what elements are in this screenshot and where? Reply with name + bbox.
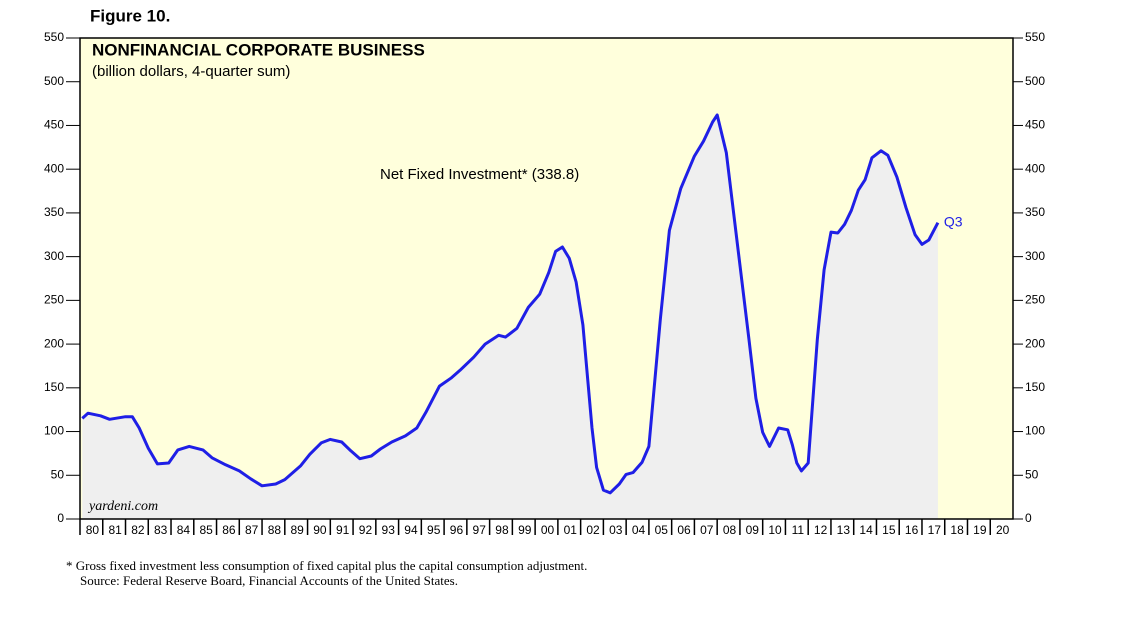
y2-tick-label: 450: [1025, 118, 1045, 132]
y-tick-label: 150: [44, 380, 64, 394]
y-tick-label: 550: [44, 30, 64, 44]
x-tick-label: 96: [450, 523, 464, 537]
x-tick-label: 99: [518, 523, 532, 537]
y-tick-label: 50: [51, 467, 65, 481]
x-tick-label: 88: [268, 523, 282, 537]
y2-tick-label: 0: [1025, 511, 1032, 525]
x-tick-label: 92: [359, 523, 373, 537]
y2-tick-label: 100: [1025, 424, 1045, 438]
y-tick-label: 0: [57, 511, 64, 525]
x-tick-label: 86: [222, 523, 236, 537]
x-tick-label: 02: [586, 523, 600, 537]
area: [82, 115, 938, 519]
x-tick-label: 00: [541, 523, 555, 537]
plot-area: [80, 38, 1013, 519]
end-label: Q3: [944, 213, 963, 229]
x-tick-label: 80: [86, 523, 100, 537]
y-tick-label: 400: [44, 161, 64, 175]
figure-label: Figure 10.: [90, 6, 170, 25]
y2-tick-label: 350: [1025, 205, 1045, 219]
x-tick-label: 84: [177, 523, 191, 537]
y2-tick-label: 250: [1025, 293, 1045, 307]
x-tick-label: 98: [495, 523, 509, 537]
y2-tick-label: 200: [1025, 336, 1045, 350]
x-tick-label: 19: [973, 523, 987, 537]
x-tick-label: 17: [928, 523, 942, 537]
x-tick-label: 11: [792, 523, 805, 537]
x-tick-label: 87: [245, 523, 259, 537]
x-tick-label: 14: [859, 523, 873, 537]
y-tick-label: 250: [44, 293, 64, 307]
x-tick-label: 13: [837, 523, 851, 537]
y-tick-label: 100: [44, 424, 64, 438]
chart-title: NONFINANCIAL CORPORATE BUSINESS: [92, 40, 425, 59]
y-tick-label: 450: [44, 118, 64, 132]
y2-tick-label: 150: [1025, 380, 1045, 394]
plot-frame: [79, 37, 1014, 520]
footnote: * Gross fixed investment less consumptio…: [66, 558, 587, 573]
y2-tick-label: 300: [1025, 249, 1045, 263]
annotation: Net Fixed Investment* (338.8): [380, 166, 579, 183]
x-tick-label: 97: [473, 523, 487, 537]
x-tick-label: 05: [655, 523, 669, 537]
x-tick-label: 08: [723, 523, 737, 537]
x-tick-label: 01: [564, 523, 578, 537]
x-tick-label: 90: [313, 523, 327, 537]
x-tick-label: 93: [382, 523, 396, 537]
x-tick-label: 03: [609, 523, 623, 537]
x-tick-label: 82: [131, 523, 145, 537]
x-tick-label: 10: [768, 523, 782, 537]
x-tick-label: 09: [746, 523, 760, 537]
y-tick-label: 350: [44, 205, 64, 219]
x-tick-label: 91: [336, 523, 350, 537]
x-tick-label: 94: [404, 523, 418, 537]
x-tick-label: 20: [996, 523, 1010, 537]
y2-tick-label: 50: [1025, 467, 1039, 481]
watermark: yardeni.com: [87, 499, 158, 514]
y-tick-label: 200: [44, 336, 64, 350]
y2-tick-label: 400: [1025, 161, 1045, 175]
x-tick-label: 83: [154, 523, 168, 537]
x-tick-label: 07: [700, 523, 714, 537]
x-tick-label: 06: [677, 523, 691, 537]
x-tick-label: 04: [632, 523, 646, 537]
x-tick-label: 85: [199, 523, 213, 537]
x-tick-label: 15: [882, 523, 896, 537]
x-tick-label: 12: [814, 523, 828, 537]
y2-tick-label: 550: [1025, 30, 1045, 44]
line: [81, 113, 940, 495]
y-tick-label: 300: [44, 249, 64, 263]
y2-tick-label: 500: [1025, 74, 1045, 88]
x-tick-label: 81: [108, 523, 122, 537]
chart-subtitle: (billion dollars, 4-quarter sum): [92, 63, 290, 80]
y-tick-label: 500: [44, 74, 64, 88]
x-tick-label: 18: [950, 523, 964, 537]
source-note: Source: Federal Reserve Board, Financial…: [80, 573, 458, 588]
x-tick-label: 89: [291, 523, 305, 537]
x-tick-label: 16: [905, 523, 919, 537]
x-tick-label: 95: [427, 523, 441, 537]
